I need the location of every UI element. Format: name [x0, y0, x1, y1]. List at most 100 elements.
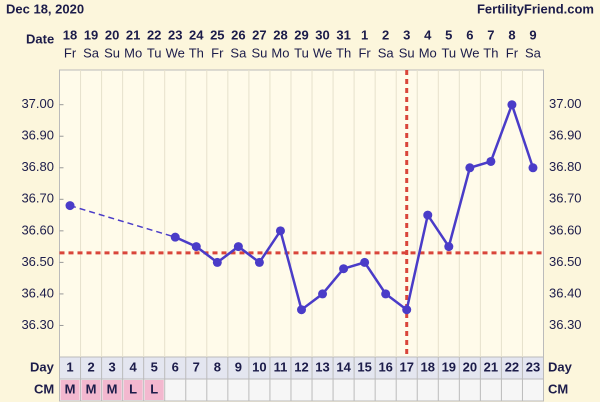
y-tick-label: 36.80 — [21, 159, 54, 174]
day-number: 1 — [66, 359, 73, 374]
date: 2 — [382, 27, 389, 42]
temperature-point — [233, 242, 243, 252]
chart-title: Dec 18, 2020 — [6, 1, 84, 16]
temperature-point — [297, 305, 306, 315]
date: 19 — [84, 27, 98, 42]
weekday: Fr — [358, 45, 371, 60]
date: 5 — [445, 27, 452, 42]
weekday: Th — [189, 45, 204, 60]
temperature-point — [402, 305, 412, 315]
temperature-point — [360, 257, 370, 267]
day-number: 15 — [357, 359, 371, 374]
weekday: Tu — [294, 45, 309, 60]
date: 25 — [210, 27, 224, 42]
cm-cell — [123, 380, 143, 400]
temperature-point — [423, 210, 433, 220]
cm-value: M — [107, 381, 118, 396]
day-number: 8 — [214, 359, 221, 374]
y-tick-label: 37.00 — [21, 96, 54, 111]
weekday: Su — [251, 45, 267, 60]
day-number: 21 — [484, 359, 498, 374]
temperature-point — [528, 163, 538, 173]
day-label-right: Day — [548, 359, 573, 374]
temperature-point — [381, 289, 391, 299]
temperature-point — [212, 257, 222, 267]
date-label: Date — [26, 31, 54, 46]
date: 4 — [424, 27, 432, 42]
day-number: 19 — [442, 359, 456, 374]
y-tick-label-right: 37.00 — [549, 96, 582, 111]
date: 23 — [168, 27, 182, 42]
cm-cell — [102, 380, 122, 400]
date: 30 — [315, 27, 329, 42]
cm-value: M — [86, 381, 97, 396]
date: 29 — [294, 27, 308, 42]
temperature-point — [254, 257, 264, 267]
date: 28 — [273, 27, 287, 42]
weekday: Sa — [83, 45, 100, 60]
weekday: Fr — [211, 45, 224, 60]
site-name: FertilityFriend.com — [477, 1, 594, 16]
weekday: Fr — [64, 45, 77, 60]
date: 26 — [231, 27, 245, 42]
day-number: 5 — [151, 359, 158, 374]
date: 18 — [63, 27, 77, 42]
y-tick-label: 36.50 — [21, 254, 54, 269]
weekday: Fr — [506, 45, 519, 60]
day-number: 4 — [130, 359, 138, 374]
date: 9 — [529, 27, 536, 42]
temperature-point — [65, 201, 75, 211]
day-number: 3 — [108, 359, 115, 374]
y-tick-label-right: 36.70 — [549, 191, 582, 206]
weekday: Mo — [271, 45, 289, 60]
cm-cell — [144, 380, 164, 400]
day-number: 22 — [505, 359, 519, 374]
weekday: Th — [336, 45, 351, 60]
day-number: 17 — [399, 359, 413, 374]
weekday: Sa — [378, 45, 395, 60]
day-number: 2 — [87, 359, 94, 374]
cm-cell — [81, 380, 101, 400]
temperature-point — [507, 100, 517, 110]
weekday: We — [166, 45, 185, 60]
y-tick-label-right: 36.90 — [549, 128, 582, 143]
date: 21 — [126, 27, 140, 42]
y-tick-label: 36.60 — [21, 222, 54, 237]
day-number: 16 — [378, 359, 392, 374]
temperature-point — [465, 163, 475, 173]
temperature-point — [170, 232, 180, 242]
date: 20 — [105, 27, 119, 42]
day-number: 18 — [421, 359, 435, 374]
date: 8 — [508, 27, 515, 42]
cm-label-right: CM — [548, 381, 568, 396]
temperature-point — [275, 226, 285, 236]
day-number: 7 — [193, 359, 200, 374]
y-tick-label-right: 36.80 — [549, 159, 582, 174]
day-number: 9 — [235, 359, 242, 374]
day-label: Day — [30, 359, 55, 374]
cm-row — [59, 378, 544, 402]
y-tick-label-right: 36.50 — [549, 254, 582, 269]
weekday: Su — [399, 45, 415, 60]
y-tick-label-right: 36.30 — [549, 317, 582, 332]
temperature-point — [191, 242, 201, 252]
cm-value: L — [150, 381, 158, 396]
date: 22 — [147, 27, 161, 42]
gap-bridge — [69, 204, 176, 238]
date: 1 — [361, 27, 368, 42]
cm-label: CM — [34, 381, 54, 396]
weekday: Su — [104, 45, 120, 60]
weekday: Th — [483, 45, 498, 60]
weekday: Mo — [419, 45, 437, 60]
y-tick-label: 36.30 — [21, 317, 54, 332]
weekday: Sa — [230, 45, 247, 60]
y-tick-label-right: 36.40 — [549, 285, 582, 300]
day-number: 10 — [252, 359, 266, 374]
date: 27 — [252, 27, 266, 42]
weekday: Sa — [525, 45, 542, 60]
cm-value: M — [65, 381, 76, 396]
date: 3 — [403, 27, 410, 42]
cm-value: L — [129, 381, 137, 396]
